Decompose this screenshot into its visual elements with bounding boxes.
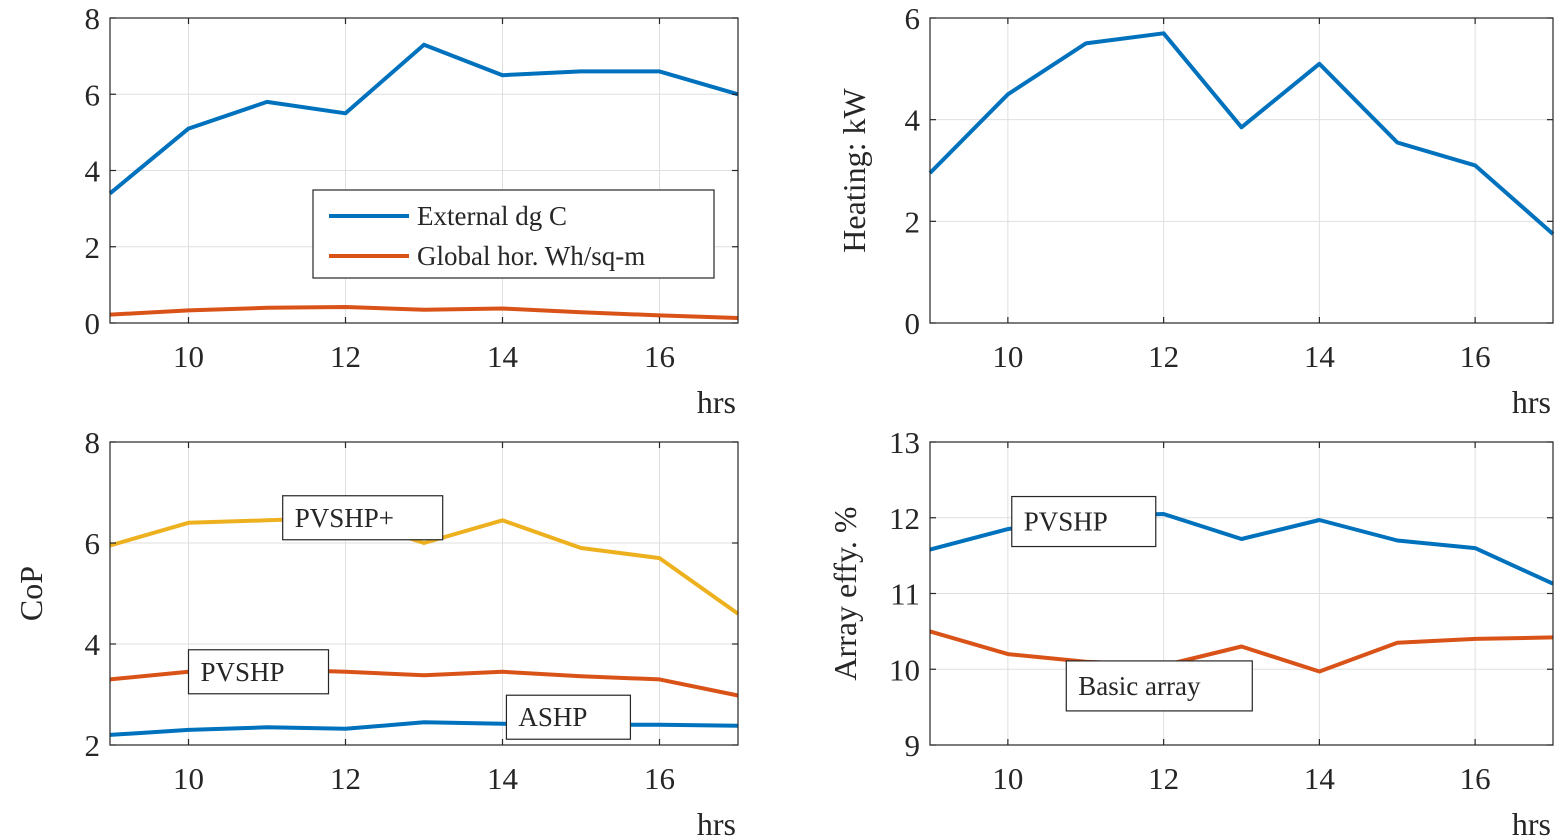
x-tick-label: 12 [1148,761,1179,796]
x-tick-label: 12 [330,761,361,796]
annotation-basic-array: Basic array [1065,660,1253,712]
chart-array-efficiency: 10 12 14 16 9 10 11 12 13 hrs Array effy. % PVSHP Ba… [827,425,1554,840]
annotation-label: Basic array [1078,671,1201,701]
annotation-label: PVSHP [201,657,285,687]
axes-box [109,441,739,746]
series-line-ashp [109,720,739,737]
y-tick-label: 11 [890,577,920,612]
x-tick-label: 10 [173,339,204,374]
y-tick-label: 6 [905,1,921,36]
x-axis-label: hrs [697,384,736,420]
series-line-pvshp- [109,515,740,616]
annotation-box [505,694,632,740]
y-tick-label: 9 [905,728,921,763]
x-tick-label: 10 [992,339,1023,374]
y-axis-label: CoP [13,566,49,621]
series-line-external-dg-c [108,42,739,195]
annotation-box [1011,495,1157,548]
y-tick-label: 2 [85,230,101,265]
y-axis-label: Heating: kW [836,88,872,253]
annotation-box [187,649,330,695]
x-tick-label: 12 [330,339,361,374]
x-tick-label: 10 [173,761,204,796]
y-tick-label: 13 [889,425,920,460]
y-tick-label: 8 [85,1,101,36]
y-tick-label: 0 [905,306,921,341]
x-tick-label: 14 [1304,339,1336,374]
x-tick-label: 16 [644,761,675,796]
x-tick-label: 10 [992,761,1023,796]
x-tick-label: 16 [1460,339,1491,374]
annotation-ashp: ASHP [505,694,632,740]
annotation-pvshp-: PVSHP+ [282,495,444,541]
annotation-label: ASHP [518,702,587,732]
series-line-basic-array [929,629,1554,674]
chart-heating: 10 12 14 16 0 2 4 6 hrs Heating: kW [836,1,1555,420]
x-axis-label: hrs [1512,384,1551,420]
x-tick-label: 14 [487,761,519,796]
x-axis-label: hrs [1512,806,1551,840]
x-tick-label: 14 [1304,761,1336,796]
x-tick-label: 14 [487,339,519,374]
y-tick-label: 4 [85,627,101,662]
x-tick-label: 16 [644,339,675,374]
legend: External dg C Global hor. Wh/sq-m [312,189,715,279]
y-tick-label: 2 [85,728,101,763]
y-tick-label: 0 [85,306,101,341]
series-line-series-0 [928,31,1555,236]
annotation-box [282,495,444,541]
legend-box [312,189,715,279]
annotation-pvshp: PVSHP [187,649,330,695]
x-tick-label: 16 [1460,761,1491,796]
y-tick-label: 8 [85,425,101,460]
y-axis-label: Array effy. % [827,506,863,680]
y-tick-label: 4 [85,154,101,189]
x-axis-label: hrs [697,806,736,840]
y-tick-label: 12 [889,501,920,536]
y-tick-label: 6 [85,77,101,112]
y-tick-label: 2 [905,204,921,239]
legend-entry: Global hor. Wh/sq-m [417,241,645,271]
annotation-label: PVSHP+ [295,503,394,533]
chart-external-conditions: 10 12 14 16 0 2 4 6 8 hrs External dg C Global hor.… [85,1,739,420]
y-tick-label: 6 [85,526,101,561]
annotation-pvshp: PVSHP [1011,495,1157,548]
plot-area [930,18,1553,323]
y-tick-label: 4 [905,103,921,138]
axes-box [929,17,1554,324]
series-line-global-hor-wh-sq-m [109,305,739,320]
y-tick-label: 10 [889,652,920,687]
chart-cop: 10 12 14 16 2 4 6 8 hrs CoP PVSHP+ PVSHP ASHP [13,425,740,840]
annotation-box [1065,660,1253,712]
x-tick-label: 12 [1148,339,1179,374]
annotation-label: PVSHP [1024,507,1108,537]
plot-area [110,442,738,745]
legend-entry: External dg C [417,201,567,231]
